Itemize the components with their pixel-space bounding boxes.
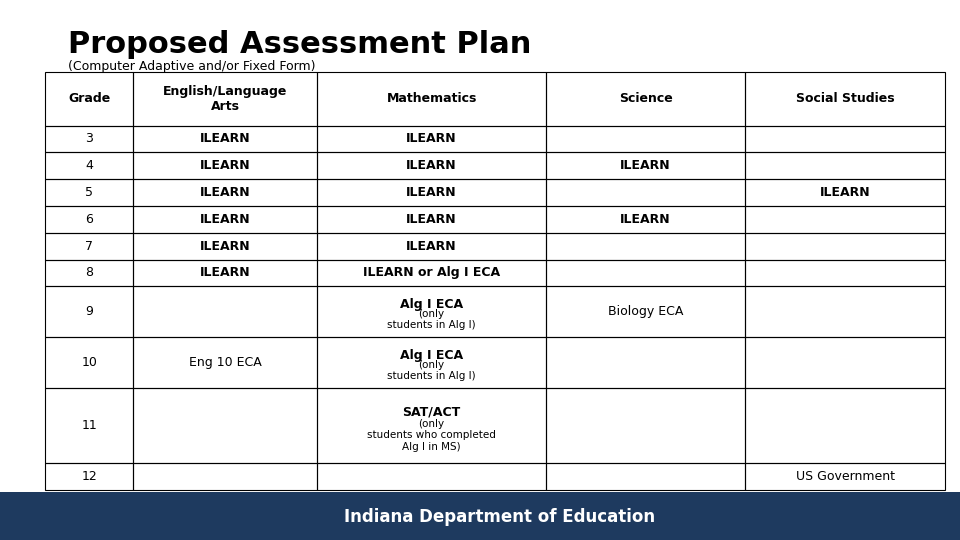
Bar (133, 260, 318, 286)
Text: ILEARN: ILEARN (406, 186, 457, 199)
Text: ILEARN: ILEARN (200, 132, 251, 145)
Bar (45, 152, 133, 179)
Bar (318, 152, 546, 179)
Bar (318, 179, 546, 206)
Bar (745, 72, 945, 126)
Bar (546, 126, 745, 152)
Text: ILEARN: ILEARN (620, 213, 671, 226)
Text: 4: 4 (85, 159, 93, 172)
Bar (546, 233, 745, 260)
Bar (45, 179, 133, 206)
Bar (745, 388, 945, 463)
Text: Alg I ECA: Alg I ECA (400, 349, 464, 362)
Bar (318, 286, 546, 338)
Bar (745, 286, 945, 338)
Text: ILEARN: ILEARN (406, 240, 457, 253)
Text: (only
students who completed
Alg I in MS): (only students who completed Alg I in MS… (368, 418, 496, 452)
Bar (318, 126, 546, 152)
Bar (546, 72, 745, 126)
Bar (133, 126, 318, 152)
Text: Science: Science (619, 92, 673, 105)
Text: Indiana Department of Education: Indiana Department of Education (345, 508, 656, 526)
Text: US Government: US Government (796, 470, 895, 483)
Text: 7: 7 (85, 240, 93, 253)
Bar (745, 463, 945, 490)
Text: Alg I ECA: Alg I ECA (400, 298, 464, 310)
Bar (546, 152, 745, 179)
Text: Social Studies: Social Studies (796, 92, 895, 105)
Text: 3: 3 (85, 132, 93, 145)
Text: 9: 9 (85, 305, 93, 318)
Bar (318, 338, 546, 388)
Bar (318, 388, 546, 463)
Text: ILEARN: ILEARN (200, 213, 251, 226)
Text: ILEARN: ILEARN (820, 186, 871, 199)
Bar (45, 126, 133, 152)
Bar (133, 338, 318, 388)
Bar (133, 233, 318, 260)
Bar (45, 72, 133, 126)
Text: 11: 11 (82, 419, 97, 432)
Text: Biology ECA: Biology ECA (608, 305, 684, 318)
Text: ILEARN: ILEARN (200, 186, 251, 199)
Text: ILEARN or Alg I ECA: ILEARN or Alg I ECA (363, 266, 500, 280)
Text: SAT/ACT: SAT/ACT (402, 406, 461, 419)
Bar (318, 260, 546, 286)
Text: English/Language
Arts: English/Language Arts (163, 85, 288, 113)
Bar (133, 179, 318, 206)
Bar (546, 179, 745, 206)
Bar (0, 492, 960, 540)
Text: ILEARN: ILEARN (200, 240, 251, 253)
Bar (745, 206, 945, 233)
Bar (546, 206, 745, 233)
Text: ILEARN: ILEARN (406, 213, 457, 226)
Bar (133, 388, 318, 463)
Bar (45, 260, 133, 286)
Bar (45, 338, 133, 388)
Text: 10: 10 (82, 356, 97, 369)
Text: 5: 5 (85, 186, 93, 199)
Bar (546, 260, 745, 286)
Text: Grade: Grade (68, 92, 110, 105)
Bar (45, 463, 133, 490)
Bar (546, 286, 745, 338)
Bar (745, 260, 945, 286)
Text: ILEARN: ILEARN (406, 159, 457, 172)
Bar (45, 388, 133, 463)
Bar (745, 338, 945, 388)
Text: ILEARN: ILEARN (200, 266, 251, 280)
Bar (45, 233, 133, 260)
Bar (745, 233, 945, 260)
Text: Proposed Assessment Plan: Proposed Assessment Plan (68, 30, 532, 59)
Text: Eng 10 ECA: Eng 10 ECA (189, 356, 262, 369)
Bar (745, 179, 945, 206)
Text: 8: 8 (85, 266, 93, 280)
Bar (318, 463, 546, 490)
Text: (Computer Adaptive and/or Fixed Form): (Computer Adaptive and/or Fixed Form) (68, 60, 316, 73)
Bar (45, 206, 133, 233)
Bar (318, 233, 546, 260)
Bar (318, 72, 546, 126)
Bar (133, 286, 318, 338)
Bar (133, 152, 318, 179)
Text: 12: 12 (82, 470, 97, 483)
Bar (745, 126, 945, 152)
Bar (546, 388, 745, 463)
Text: ILEARN: ILEARN (200, 159, 251, 172)
Text: (only
students in Alg I): (only students in Alg I) (388, 309, 476, 330)
Bar (133, 72, 318, 126)
Text: (only
students in Alg I): (only students in Alg I) (388, 360, 476, 381)
Bar (546, 338, 745, 388)
Bar (45, 286, 133, 338)
Bar (318, 206, 546, 233)
Text: 6: 6 (85, 213, 93, 226)
Bar (133, 206, 318, 233)
Bar (546, 463, 745, 490)
Text: ILEARN: ILEARN (406, 132, 457, 145)
Bar (745, 152, 945, 179)
Text: Mathematics: Mathematics (387, 92, 477, 105)
Text: ILEARN: ILEARN (620, 159, 671, 172)
Bar (133, 463, 318, 490)
